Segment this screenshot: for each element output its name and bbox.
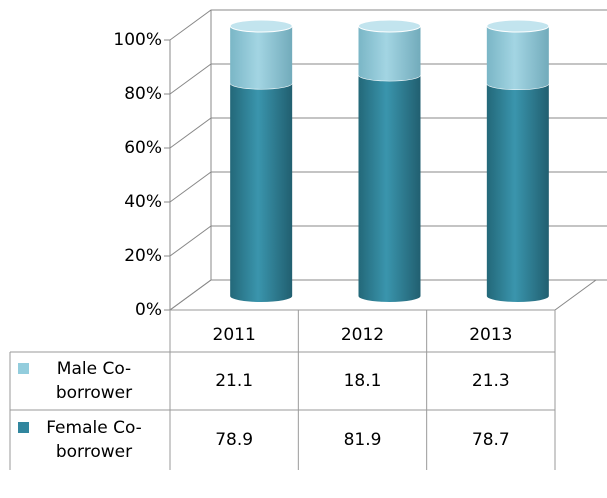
y-tick-label: 60%	[124, 138, 162, 158]
data-label: 21.3	[471, 371, 510, 391]
data-label: 78.9	[215, 430, 254, 450]
grid-line	[169, 225, 607, 257]
y-tick-label: 80%	[124, 84, 162, 104]
y-tick-label: 20%	[124, 246, 162, 266]
data-label: 78.7	[471, 430, 510, 450]
data-label: 81.9	[343, 430, 382, 450]
x-tick-label: 2011	[212, 325, 256, 345]
legend-swatch	[18, 422, 29, 433]
y-tick-label: 40%	[124, 192, 162, 212]
cylinder-top	[358, 19, 421, 33]
cylinder-body	[358, 74, 421, 303]
legend-swatch	[18, 363, 29, 374]
cylinder-body	[486, 83, 549, 302]
data-label: 21.1	[215, 371, 254, 391]
cylinder-body	[358, 26, 421, 81]
grid-line	[169, 171, 607, 203]
legend-entry: Male Co-borrower	[10, 352, 170, 410]
y-tick-label: 100%	[113, 30, 162, 50]
legend-label: Female Co-borrower	[46, 418, 142, 462]
cylinder-body	[486, 26, 549, 90]
grid-line	[169, 279, 607, 311]
cylinder-body	[230, 82, 293, 302]
cylinder-top	[486, 19, 550, 33]
legend-label: Male Co-borrower	[55, 359, 133, 403]
data-label: 18.1	[343, 371, 382, 391]
cylinder-top	[229, 19, 293, 33]
cylinder-body	[230, 26, 293, 89]
x-tick-label: 2013	[469, 325, 513, 345]
y-tick-label: 0%	[135, 300, 162, 320]
grid-line	[169, 9, 607, 41]
x-tick-label: 2012	[340, 325, 385, 345]
grid-line	[169, 117, 607, 149]
grid-line	[169, 63, 607, 95]
legend-entry: Female Co-borrower	[10, 410, 170, 470]
